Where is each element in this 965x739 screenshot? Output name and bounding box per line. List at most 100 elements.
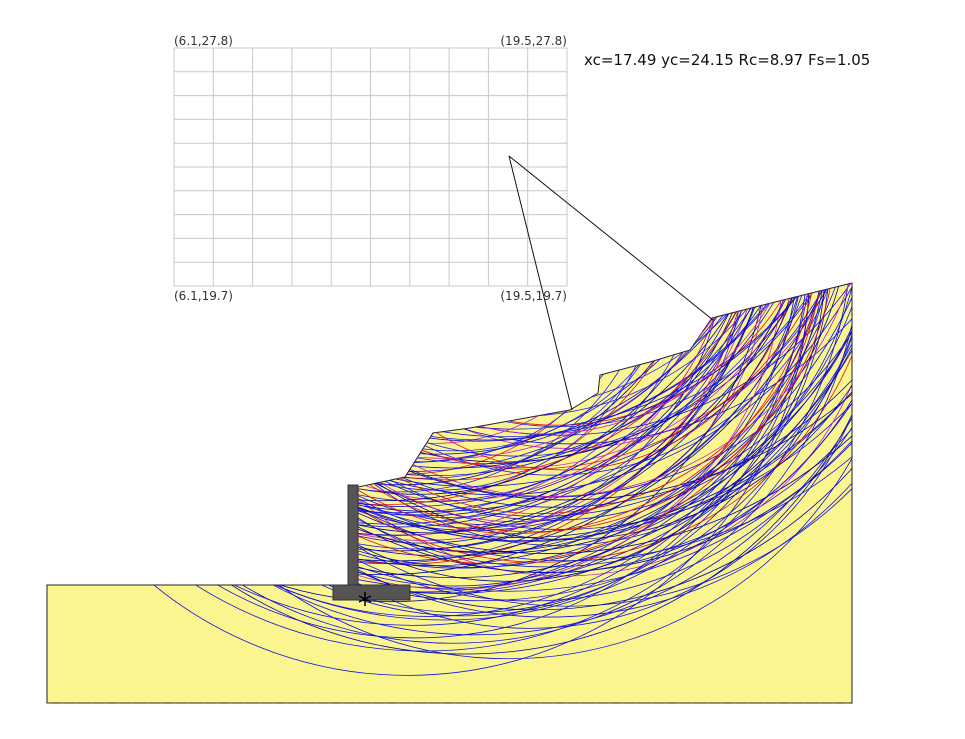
slip-arc: [47, 283, 813, 617]
slip-arc: [47, 283, 771, 603]
radius-line: [508, 155, 714, 321]
slip-arc: [166, 283, 852, 607]
slip-arc: [108, 283, 852, 611]
slip-arc: [47, 283, 831, 626]
slip-arc: [91, 283, 764, 503]
slip-arc: [165, 283, 686, 479]
slip-arc: [214, 283, 845, 470]
slip-arc: [88, 283, 852, 554]
slip-arc: [137, 283, 660, 493]
slip-arc: [279, 283, 806, 435]
slip-arc: [228, 283, 837, 533]
slip-arc: [264, 283, 766, 523]
slip-arc: [144, 283, 852, 568]
slip-arc: [97, 283, 852, 554]
slip-arc: [181, 283, 852, 517]
grid-corner-label: (6.1,19.7): [174, 289, 233, 303]
slip-arc: [192, 283, 654, 463]
slip-arc: [123, 283, 852, 562]
slip-arc: [128, 283, 852, 438]
slip-arc: [47, 283, 852, 602]
slip-arc: [147, 283, 852, 430]
slip-arc: [58, 283, 852, 487]
slip-arc: [229, 283, 814, 468]
slip-arc: [47, 283, 791, 472]
slip-arc: [186, 283, 852, 498]
slip-arc: [328, 283, 799, 471]
slip-arc: [103, 283, 852, 442]
slip-arc: [47, 283, 809, 639]
slip-arc: [88, 283, 760, 517]
slip-arc: [163, 283, 852, 530]
slip-arc: [260, 283, 852, 428]
slip-arc: [203, 283, 852, 436]
slip-arc: [178, 283, 852, 629]
slip-arc: [144, 283, 852, 508]
slip-arc: [193, 283, 852, 574]
slip-arc: [47, 283, 852, 557]
result-text: xc=17.49 yc=24.15 Rc=8.97 Fs=1.05: [584, 51, 870, 69]
slip-arc: [57, 283, 711, 506]
slip-arc: [118, 283, 852, 553]
slip-arc: [47, 283, 810, 593]
slip-arc: [47, 283, 852, 512]
slip-arc: [214, 283, 852, 521]
slip-arc: [188, 283, 852, 445]
slip-arc: [122, 283, 784, 590]
slip-arc: [47, 283, 844, 536]
slip-arc: [72, 283, 852, 539]
slip-arc: [122, 283, 725, 544]
slip-arc: [214, 283, 696, 452]
slip-arc: [65, 283, 772, 550]
slip-arc: [47, 283, 779, 528]
wall-stem: [347, 484, 359, 586]
slip-arc: [47, 283, 821, 552]
slip-arc: [250, 283, 852, 547]
slip-arc: [104, 283, 831, 614]
slip-arc: [113, 283, 852, 441]
slip-arc: [65, 283, 852, 568]
grid-corner-label: (19.5,19.7): [500, 289, 567, 303]
slip-arc: [47, 283, 852, 592]
slip-arc: [258, 283, 850, 476]
slip-arc: [116, 283, 780, 481]
slip-arc: [47, 283, 852, 655]
slip-arc: [134, 283, 761, 518]
slip-arc: [113, 283, 852, 660]
slip-arc: [47, 283, 852, 652]
slip-arc: [47, 283, 837, 594]
slip-arc: [47, 283, 840, 514]
slip-arc: [53, 283, 818, 477]
slip-arc: [47, 283, 852, 562]
slip-arc: [47, 283, 852, 589]
wall-footing: [332, 584, 411, 601]
slip-arc: [185, 283, 852, 543]
slip-arc: [47, 283, 852, 644]
slip-arc: [210, 283, 819, 534]
slip-arc: [236, 283, 852, 497]
slip-arc: [126, 283, 852, 501]
slip-arc: [47, 283, 852, 636]
slip-arc: [99, 283, 737, 495]
slip-arc: [47, 283, 810, 676]
slip-arc: [76, 283, 828, 469]
slip-arc: [47, 283, 781, 564]
pivot-marker: [358, 592, 372, 606]
slip-arc: [47, 283, 783, 508]
grid-corner-label: (6.1,27.8): [174, 34, 233, 48]
slip-arc: [89, 283, 852, 542]
grid-corner-label: (19.5,27.8): [500, 34, 567, 48]
slip-arc: [68, 283, 803, 455]
slip-arc: [88, 283, 832, 569]
slip-arc: [126, 283, 852, 573]
slip-surfaces: [47, 283, 852, 676]
slip-arc: [171, 283, 812, 526]
slip-arc: [144, 283, 852, 602]
slip-arc: [47, 283, 796, 502]
slip-arc: [47, 283, 826, 576]
slip-arc: [86, 283, 852, 465]
slip-arc: [47, 283, 852, 579]
slip-arc: [186, 283, 826, 582]
slip-arc: [207, 283, 827, 457]
